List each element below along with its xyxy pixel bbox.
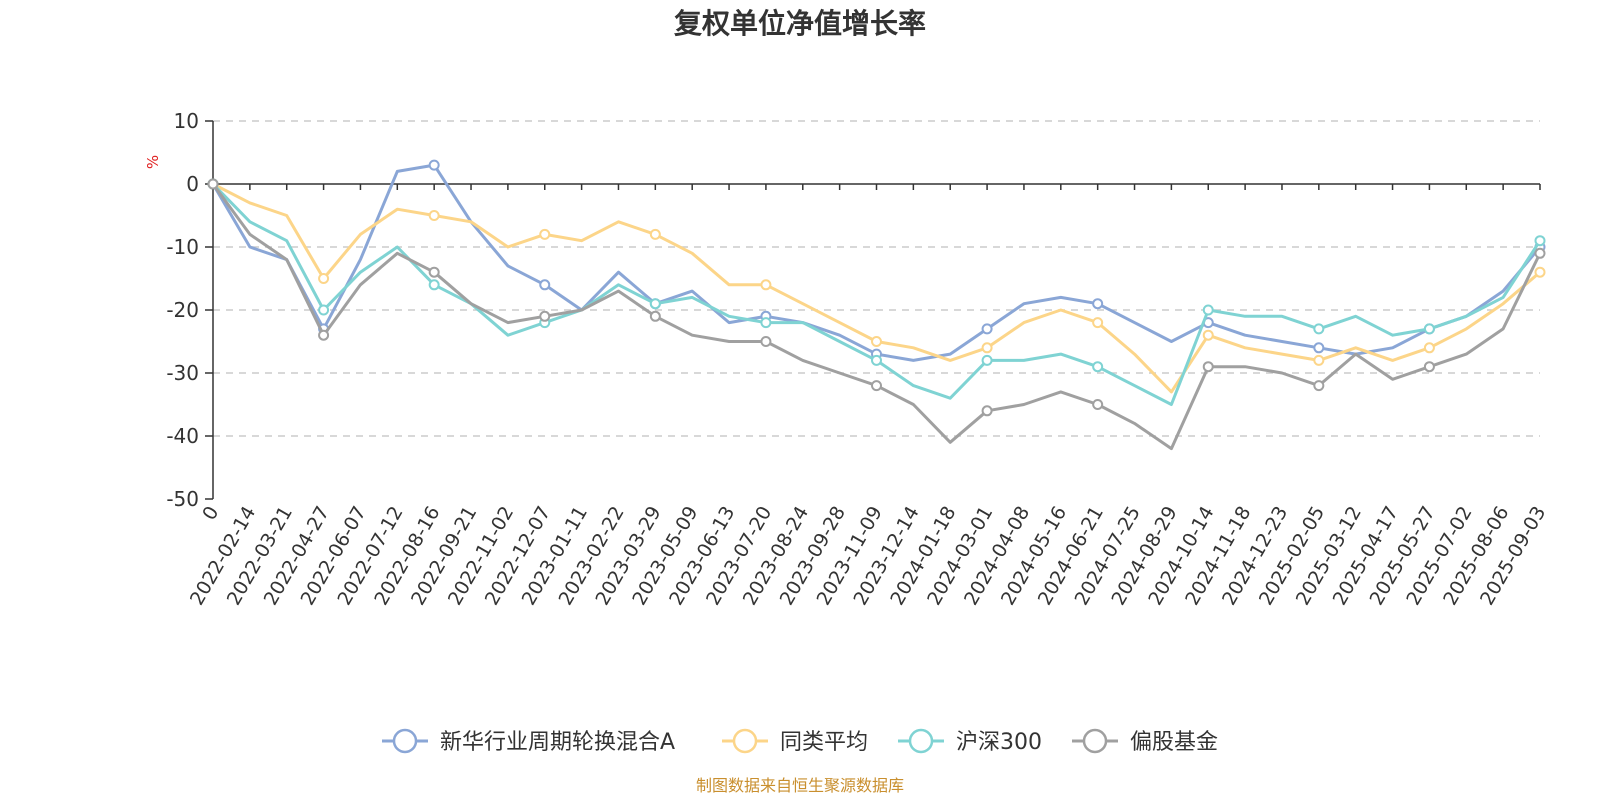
data-point — [1313, 342, 1325, 354]
data-point — [539, 310, 551, 322]
data-point — [649, 298, 661, 310]
series-2 — [207, 178, 1546, 406]
data-point — [539, 228, 551, 240]
data-point — [871, 336, 882, 347]
legend-item-2[interactable]: 沪深300 — [898, 728, 1042, 755]
y-tick-label: -20 — [166, 298, 199, 322]
data-point — [428, 279, 440, 291]
y-tick-label: -50 — [166, 487, 199, 511]
legend-marker — [1082, 728, 1108, 754]
data-point — [1423, 323, 1435, 335]
data-point — [1313, 380, 1325, 392]
series-line — [211, 182, 1542, 406]
legend-label: 偏股基金 — [1130, 730, 1218, 755]
data-point — [1092, 399, 1104, 410]
legend-marker — [908, 728, 934, 754]
grid-lines — [213, 120, 1540, 437]
data-point — [1092, 298, 1104, 310]
legend-item-1[interactable]: 同类平均 — [722, 728, 868, 755]
series-1 — [207, 178, 1546, 394]
source-note: 制图数据来自恒生聚源数据库 — [696, 776, 904, 795]
data-point — [649, 310, 661, 322]
data-point — [428, 159, 440, 171]
y-tick-label: 0 — [186, 172, 199, 196]
data-point — [1534, 235, 1546, 247]
data-point — [1092, 317, 1104, 329]
y-axis-ticks: 10 0 -10 -20 -30 -40 -50 — [166, 109, 213, 511]
y-tick-label: -40 — [166, 424, 199, 448]
y-tick-label: 10 — [174, 109, 199, 133]
series-3 — [207, 178, 1546, 451]
data-point — [1092, 361, 1104, 373]
data-point — [318, 304, 330, 316]
data-point — [1534, 247, 1546, 259]
data-point — [428, 266, 440, 278]
legend-marker — [392, 728, 418, 754]
series-lines — [207, 159, 1546, 451]
data-point — [1423, 342, 1435, 354]
data-point — [649, 228, 661, 240]
data-point — [1202, 329, 1214, 341]
data-point — [760, 317, 772, 329]
x-axis-ticks: 02022-02-142022-03-212022-04-272022-06-0… — [186, 184, 1550, 609]
data-point — [981, 354, 993, 366]
legend-label: 沪深300 — [956, 730, 1042, 755]
data-point — [871, 380, 882, 392]
data-point — [981, 405, 993, 417]
legend-item-0[interactable]: 新华行业周期轮换混合A — [382, 728, 675, 755]
y-axis-unit: % — [144, 155, 162, 169]
y-tick-label: -10 — [166, 235, 199, 259]
legend-item-3[interactable]: 偏股基金 — [1072, 728, 1218, 755]
data-point — [981, 342, 993, 354]
data-point — [1313, 323, 1325, 335]
data-point — [1534, 266, 1546, 278]
legend[interactable]: 新华行业周期轮换混合A 同类平均 沪深300 偏股基金 — [382, 728, 1218, 755]
data-point — [871, 354, 882, 366]
data-point — [981, 323, 993, 335]
y-tick-label: -30 — [166, 361, 199, 385]
legend-label: 同类平均 — [780, 730, 868, 755]
data-point — [760, 279, 772, 291]
x-tick-label: 0 — [198, 503, 223, 524]
data-point — [1423, 361, 1435, 373]
chart-title: 复权单位净值增长率 — [674, 7, 926, 40]
data-point — [207, 178, 219, 190]
legend-marker — [732, 728, 758, 754]
data-point — [318, 329, 330, 341]
data-point — [1202, 304, 1214, 316]
data-point — [1313, 354, 1325, 366]
data-point — [1202, 361, 1214, 373]
data-point — [760, 336, 772, 347]
legend-label: 新华行业周期轮换混合A — [440, 730, 675, 755]
series-line — [211, 183, 1542, 451]
data-point — [428, 210, 440, 221]
data-point — [539, 279, 551, 291]
data-point — [318, 273, 330, 284]
